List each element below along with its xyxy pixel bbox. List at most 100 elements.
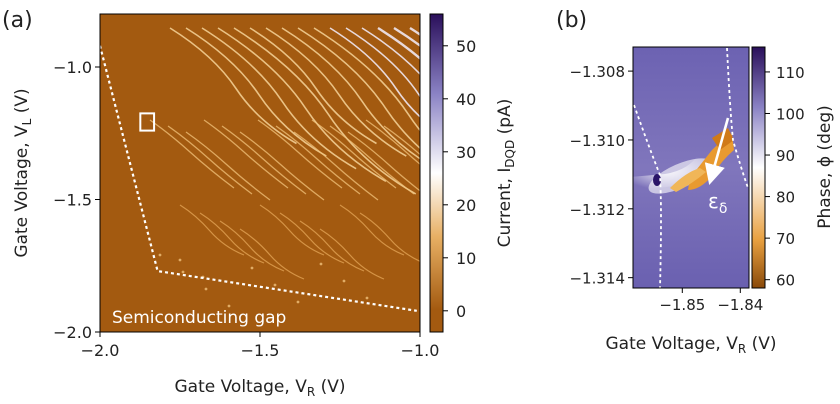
semiconducting-gap-label: Semiconducting gap [112, 308, 286, 328]
panel-b-y-tick-label: −1.310 [569, 132, 625, 150]
current-line [217, 27, 387, 182]
panel-b-colorbar-tick-label: 80 [776, 189, 795, 207]
detuning-arrow [704, 117, 730, 186]
panel-b-colorbar-tick-label: 90 [776, 147, 795, 165]
current-line [149, 119, 235, 189]
panel-a-colorbar-tick-label: 30 [456, 143, 476, 162]
panel-b-colorbar [751, 46, 766, 289]
panel-b-frame [632, 46, 750, 289]
current-spot [365, 296, 369, 300]
panel-b-y-tick-label: −1.312 [569, 201, 625, 219]
current-line [169, 27, 297, 145]
current-line [339, 204, 405, 256]
current-line [383, 125, 420, 156]
panel-b-y-tick-label: −1.308 [569, 63, 625, 81]
panel-b-colorbar-tick-label: 60 [776, 272, 795, 290]
panel-a-x-tick-label: −1.0 [401, 341, 440, 360]
current-spot [296, 300, 300, 304]
panel-b-colorbar-label: Phase, ϕ (deg) [815, 105, 835, 229]
panel-a-x-axis: −2.0 −1.5 −1.0 [81, 332, 440, 360]
panel-a-colorbar-tick-label: 0 [456, 302, 466, 321]
panel-a-label: (a) [2, 8, 33, 33]
phase-dip-spot [653, 174, 661, 186]
current-line [347, 131, 420, 192]
panel-b-x-axis-label: Gate Voltage, VR (V) [606, 334, 777, 356]
current-line [203, 119, 289, 189]
panel-a-x-axis-label: Gate Voltage, VR (V) [175, 377, 346, 399]
panel-b-x-axis: −1.85 −1.84 [659, 288, 763, 314]
panel-a-heatmap: Semiconducting gap [98, 13, 421, 333]
panel-b-colorbar-tick-label: 100 [776, 105, 805, 123]
panel-b-y-axis: −1.308 −1.310 −1.312 −1.314 [569, 63, 633, 288]
panel-a-colorbar-tick-label: 40 [456, 90, 476, 109]
current-spot [273, 283, 277, 287]
panel-a-y-tick-label: −1.5 [53, 191, 92, 210]
panel-a-y-axis: −1.0 −1.5 −2.0 [53, 58, 100, 342]
current-spot [227, 304, 231, 308]
current-line [239, 131, 325, 201]
panel-b-y-tick-label: −1.314 [569, 270, 625, 288]
current-line [201, 27, 357, 170]
panel-a-colorbar-label: Current, IDQD (pA) [495, 99, 517, 248]
panel-a-colorbar [429, 13, 444, 333]
panel-a-colorbar-ticks: 0 10 20 30 40 50 [443, 37, 476, 321]
current-line [359, 212, 420, 262]
current-line [275, 125, 361, 195]
panel-b-x-tick-label: −1.85 [659, 296, 705, 314]
current-line [257, 119, 343, 189]
current-line [239, 228, 305, 280]
current-spot [204, 287, 208, 291]
current-line [319, 228, 385, 280]
current-line [299, 220, 365, 272]
current-line [297, 27, 420, 150]
current-line [167, 125, 253, 195]
current-line [293, 131, 379, 201]
current-line [233, 27, 417, 195]
current-line [185, 131, 271, 201]
panel-b-colorbar-ticks: 60 70 80 90 100 110 [765, 64, 805, 290]
panel-a-colorbar-tick-label: 10 [456, 249, 476, 268]
current-line [279, 212, 345, 264]
current-spot [342, 279, 346, 283]
current-spot [158, 253, 162, 257]
highlight-box [139, 112, 156, 132]
panel-b-colorbar-tick-label: 110 [776, 64, 805, 82]
panel-a-x-tick-label: −1.5 [241, 341, 280, 360]
current-line [219, 220, 285, 272]
panel-a-colorbar-tick-label: 50 [456, 37, 476, 56]
current-line [199, 212, 265, 264]
current-line [345, 27, 420, 98]
current-line [365, 119, 420, 166]
current-line [377, 26, 420, 60]
phase-signal-halo [648, 158, 712, 194]
current-spot [250, 266, 254, 270]
panel-a-x-tick-label: −2.0 [81, 341, 120, 360]
current-line [329, 27, 420, 118]
current-line [259, 204, 325, 256]
current-line [221, 125, 307, 195]
current-line [361, 27, 420, 76]
current-line [249, 27, 377, 145]
panel-b-label: (b) [556, 8, 587, 33]
current-spot [178, 258, 182, 262]
current-line [179, 204, 245, 256]
current-line [329, 125, 415, 195]
panel-b-x-tick-label: −1.84 [717, 296, 763, 314]
panel-a-y-tick-label: −2.0 [53, 323, 92, 342]
current-line [311, 119, 397, 189]
current-spot [181, 270, 185, 274]
current-line [281, 27, 420, 160]
current-spot [319, 262, 323, 266]
panel-a-y-axis-label: Gate Voltage, VL (V) [12, 88, 34, 257]
panel-b-boundary-left [633, 104, 662, 289]
panel-b-colorbar-tick-label: 70 [776, 230, 795, 248]
panel-b-heatmap: εδ [632, 46, 750, 289]
panel-a-current-lines [149, 26, 420, 308]
current-line [393, 26, 420, 48]
panel-a-y-tick-label: −1.0 [53, 58, 92, 77]
detuning-arrow-label: εδ [708, 189, 727, 217]
panel-b-boundary-right [726, 47, 749, 189]
phase-resonance-lower [670, 168, 706, 192]
current-line [313, 27, 420, 132]
